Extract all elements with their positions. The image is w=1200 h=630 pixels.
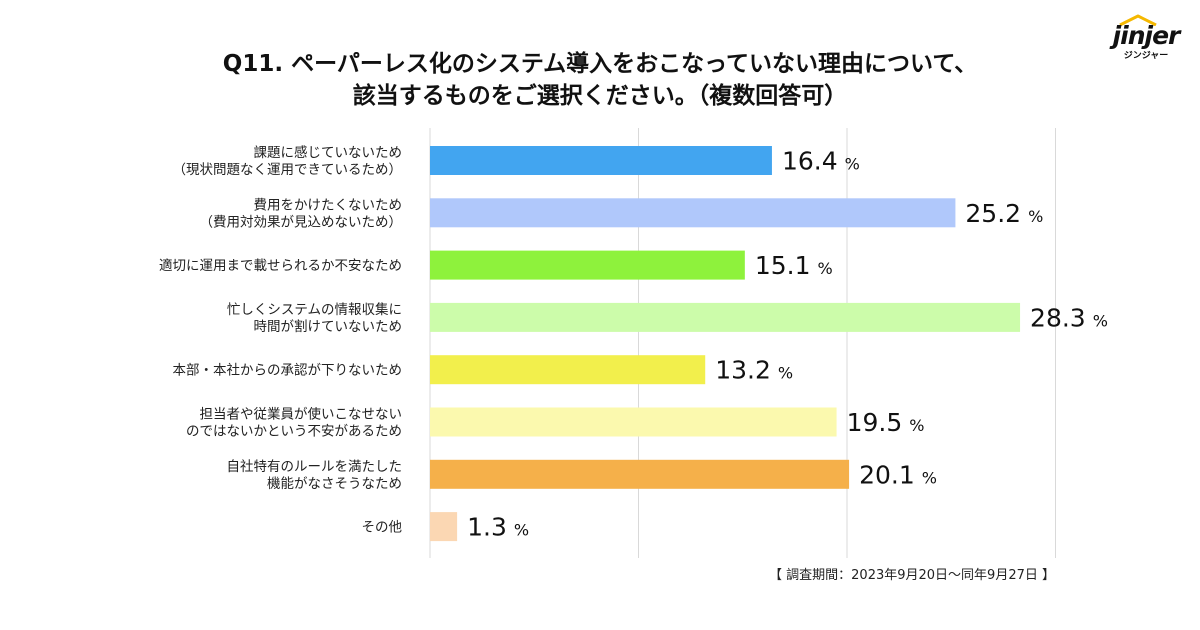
chart-title-line-2: 該当するものをご選択ください。（複数回答可） (352, 83, 848, 109)
chart-title-line-1: Q11. ペーパーレス化のシステム導入をおこなっていない理由について、 (222, 51, 978, 77)
category-label: 忙しくシステムの情報収集に (227, 302, 402, 318)
logo-wordmark: jinjer (1112, 21, 1181, 50)
category-label: 適切に運用まで載せられるか不安なため (159, 257, 402, 274)
bar (430, 355, 706, 385)
bar (430, 302, 1021, 332)
category-label: 本部・本社からの承認が下りないため (173, 363, 403, 379)
data-label-unit: % (922, 468, 937, 487)
category-label: （現状問題なく運用できているため） (173, 162, 403, 178)
category-label: 時間が割けていないため (254, 318, 403, 335)
bar (430, 512, 458, 542)
category-label: 担当者や従業員が使いこなせない (200, 406, 403, 423)
bar (430, 198, 956, 228)
category-label: 機能がなさそうなため (267, 476, 402, 492)
data-label: 1.3 (467, 513, 507, 542)
data-label: 16.4 (782, 147, 838, 176)
category-label: 課題に感じていないため (254, 144, 403, 161)
data-label: 25.2 (965, 199, 1021, 228)
data-label-unit: % (778, 364, 793, 383)
jinjer-logo: jinjer ジンジャー (1105, 14, 1187, 64)
bar (430, 407, 837, 437)
chart-title: Q11. ペーパーレス化のシステム導入をおこなっていない理由について、 該当する… (0, 48, 1200, 112)
data-label-unit: % (909, 416, 924, 435)
category-label: （費用対効果が見込めないため） (200, 214, 403, 230)
data-label-unit: % (845, 155, 860, 174)
data-label: 19.5 (847, 408, 903, 437)
data-label: 13.2 (715, 356, 771, 385)
category-label: のではないかという不安があるため (186, 424, 402, 440)
data-label-unit: % (1093, 311, 1108, 330)
category-label: 費用をかけたくないため (254, 197, 403, 213)
data-label: 28.3 (1030, 303, 1086, 332)
category-label: その他 (362, 520, 403, 536)
bar (430, 459, 850, 489)
bar (430, 250, 745, 280)
logo-roof-icon (1119, 14, 1157, 26)
data-label-unit: % (514, 521, 529, 540)
data-label-unit: % (1028, 207, 1043, 226)
logo-subtext: ジンジャー (1123, 51, 1169, 61)
category-label: 自社特有のルールを満たした (227, 459, 403, 475)
data-label: 20.1 (859, 460, 915, 489)
bar (430, 146, 772, 175)
survey-period-footnote: 【 調査期間：2023年9月20日～同年9月27日 】 (769, 568, 1055, 583)
data-label-unit: % (818, 259, 833, 278)
data-label: 15.1 (755, 251, 811, 280)
